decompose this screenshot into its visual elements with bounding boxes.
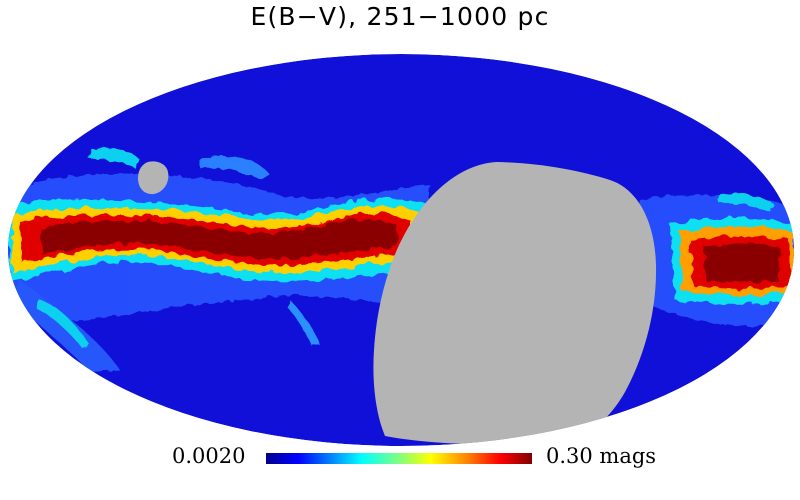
masked-region-large [373, 162, 657, 445]
dust-filaments [36, 148, 775, 348]
colorbar-max-label: 0.30 mags [546, 444, 657, 468]
colorbar [266, 453, 532, 464]
sky-map-contents [8, 54, 794, 446]
masked-region-small [138, 161, 169, 195]
colorbar-gradient [266, 453, 532, 464]
saturated-extinction [40, 219, 780, 283]
colorbar-min-label: 0.0020 [172, 444, 246, 468]
map-title: E(B−V), 251−1000 pc [250, 2, 550, 31]
